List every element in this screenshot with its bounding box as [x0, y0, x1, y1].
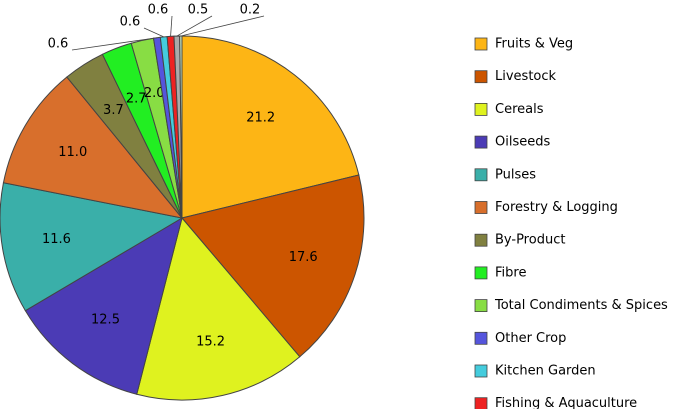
- data-label: 0.2: [240, 3, 261, 18]
- legend-swatch: [474, 364, 488, 378]
- legend-label: Kitchen Garden: [495, 364, 596, 379]
- data-label: 0.6: [120, 15, 141, 30]
- data-label: 11.6: [42, 232, 71, 247]
- leader-line: [176, 15, 213, 37]
- legend-swatch: [474, 331, 488, 345]
- pie-slice: [24, 216, 183, 395]
- leader-line: [170, 15, 173, 37]
- pie-slice: [181, 35, 360, 219]
- data-label: 2.0: [144, 86, 165, 101]
- legend-swatch: [474, 168, 488, 182]
- legend-label: By-Product: [495, 233, 565, 248]
- legend-swatch: [474, 70, 488, 84]
- legend-swatch: [474, 37, 488, 51]
- legend-swatch: [474, 103, 488, 116]
- legend-label: Oilseeds: [495, 135, 550, 150]
- legend-label: Total Condiments & Spices: [494, 298, 668, 313]
- legend-swatch: [474, 397, 488, 409]
- legend-swatch: [474, 135, 488, 149]
- pie-slice: [0, 182, 184, 312]
- legend-label: Cereals: [495, 102, 544, 117]
- legend-swatch: [474, 299, 488, 313]
- legend-label: Fruits & Veg: [495, 37, 573, 52]
- legend-label: Livestock: [495, 69, 557, 84]
- data-label: 15.2: [196, 335, 225, 350]
- data-label: 0.6: [148, 3, 169, 18]
- legend-label: Forestry & Logging: [495, 200, 618, 215]
- legend-label: Pulses: [495, 167, 536, 182]
- data-label: 0.5: [188, 3, 209, 18]
- data-label: 2.7: [126, 92, 147, 107]
- leader-line: [71, 37, 157, 51]
- legend-swatch: [474, 266, 488, 280]
- legend-swatch: [474, 233, 488, 247]
- pie-slice: [181, 174, 365, 358]
- leader-line: [143, 27, 164, 38]
- data-label: 21.2: [246, 110, 275, 125]
- legend-label: Other Crop: [495, 331, 566, 346]
- legend-label: Fishing & Aquaculture: [495, 396, 637, 409]
- data-label: 11.0: [58, 145, 87, 160]
- data-label: 0.6: [48, 37, 69, 52]
- data-label: 3.7: [103, 103, 124, 118]
- pie-slice: [136, 216, 301, 401]
- data-label: 12.5: [91, 312, 120, 327]
- legend-label: Fibre: [495, 265, 526, 280]
- legend-swatch: [474, 201, 488, 214]
- leader-line: [180, 15, 265, 37]
- pie-slice: [2, 76, 184, 219]
- data-label: 17.6: [289, 250, 318, 265]
